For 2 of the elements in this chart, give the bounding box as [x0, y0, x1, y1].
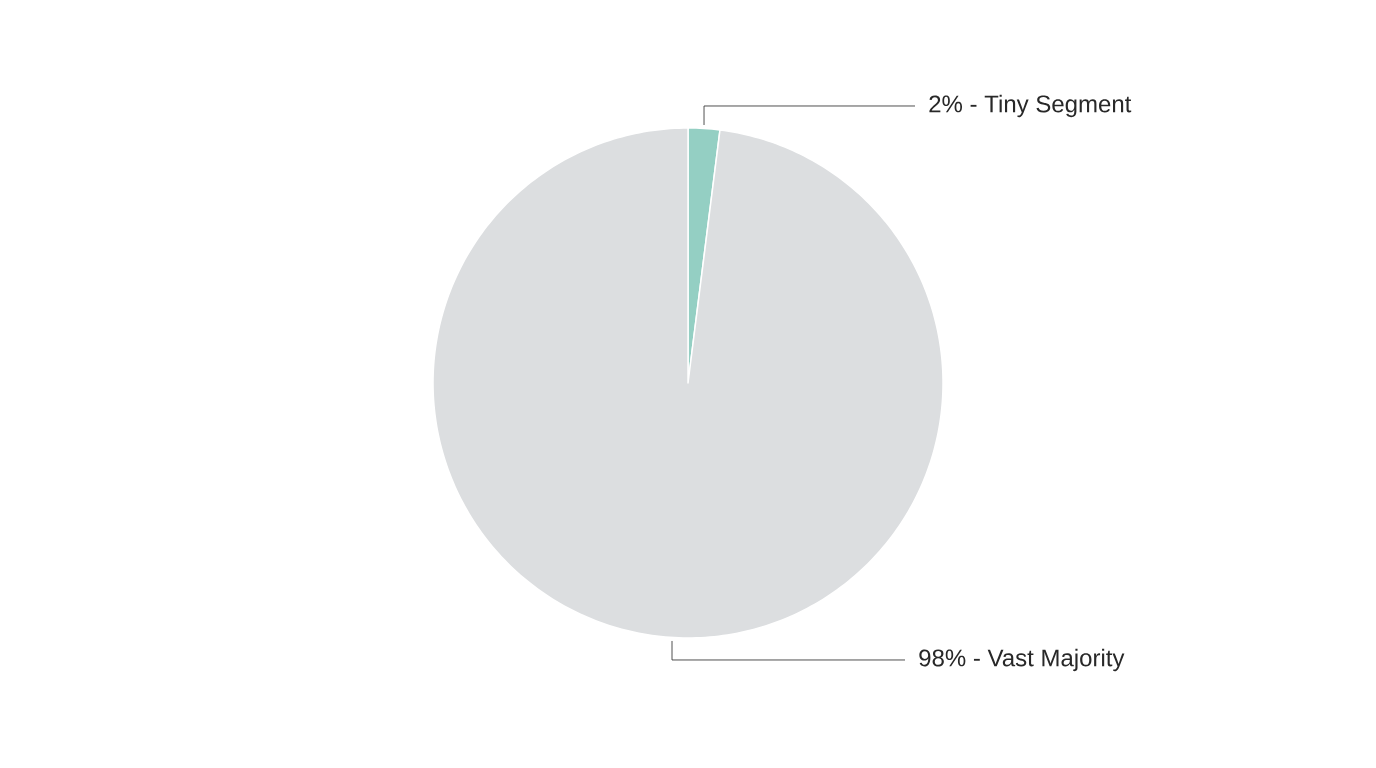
- slice-label: 98% - Vast Majority: [919, 648, 1125, 672]
- slice-label: 2% - Tiny Segment: [929, 94, 1132, 118]
